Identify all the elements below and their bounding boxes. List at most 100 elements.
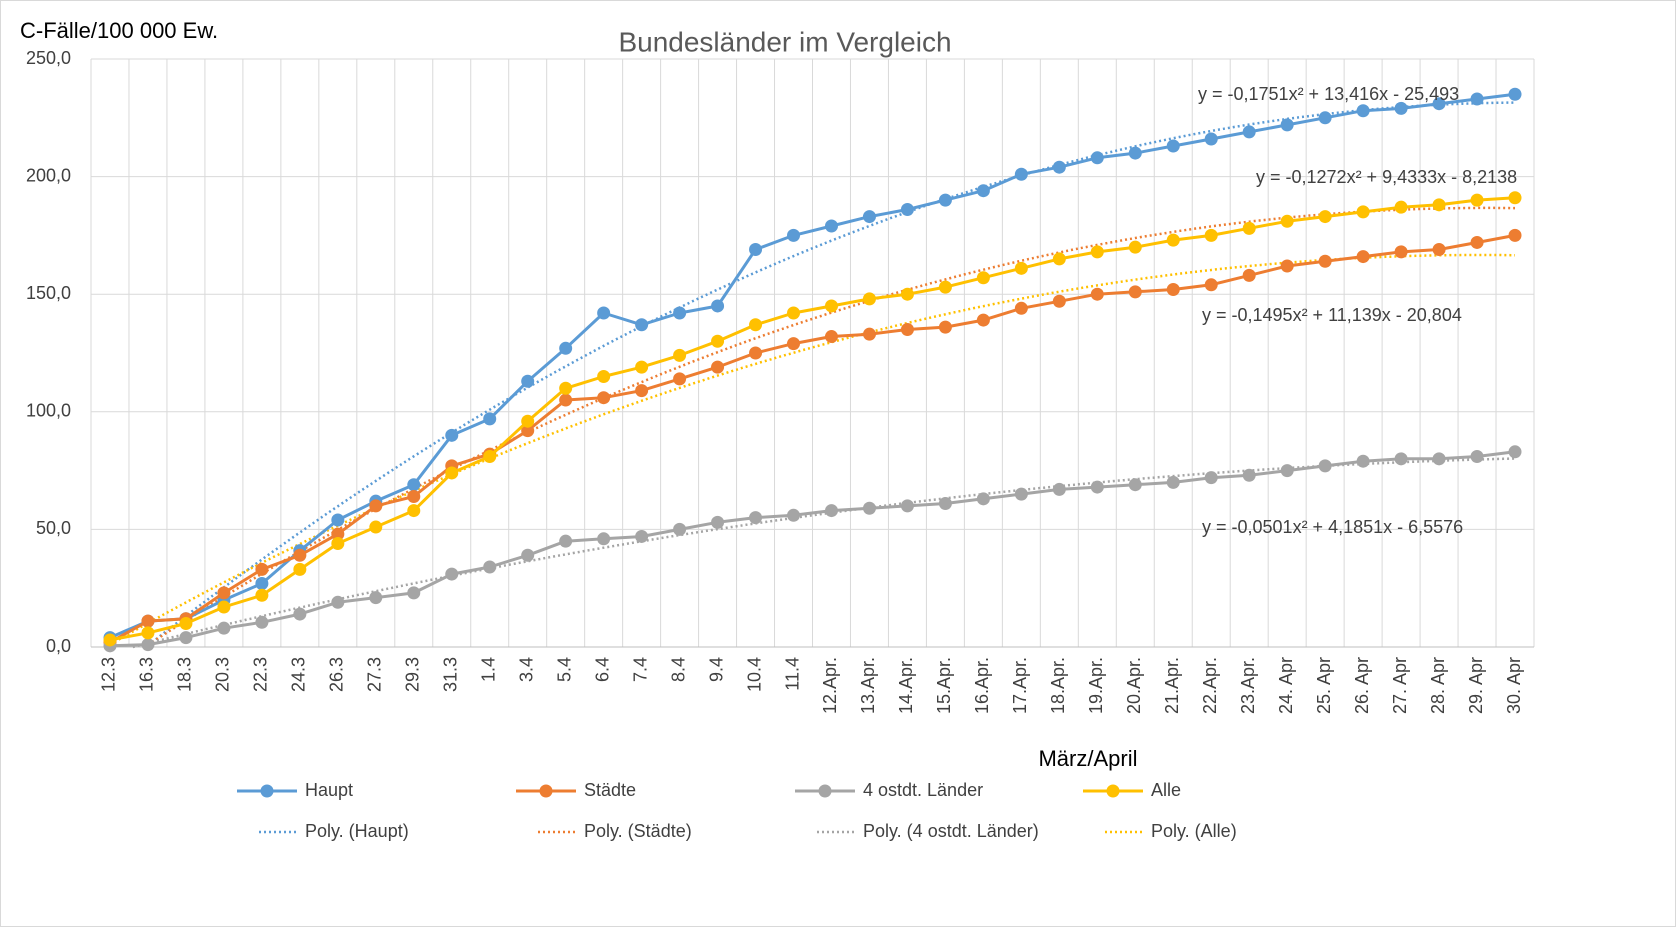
data-point xyxy=(787,228,801,242)
data-point xyxy=(1014,487,1028,501)
data-point xyxy=(1090,480,1104,494)
data-point xyxy=(635,384,649,398)
data-point xyxy=(597,391,611,405)
data-point xyxy=(824,219,838,233)
legend-marker xyxy=(818,784,832,798)
data-point xyxy=(976,313,990,327)
data-point xyxy=(1318,254,1332,268)
data-point xyxy=(369,499,383,513)
data-point xyxy=(483,560,497,574)
data-point xyxy=(787,337,801,351)
data-point xyxy=(673,522,687,536)
data-point xyxy=(1166,475,1180,489)
data-point xyxy=(521,424,535,438)
y-tick-label: 100,0 xyxy=(26,401,71,421)
data-point xyxy=(1432,97,1446,111)
data-point xyxy=(103,633,117,647)
data-point xyxy=(862,327,876,341)
data-point xyxy=(1128,240,1142,254)
data-point xyxy=(1280,259,1294,273)
data-point xyxy=(711,360,725,374)
data-point xyxy=(559,393,573,407)
data-point xyxy=(938,193,952,207)
data-point xyxy=(900,287,914,301)
data-point xyxy=(824,299,838,313)
x-tick-label: 7.4 xyxy=(630,657,650,682)
x-tick-label: 21.Apr. xyxy=(1162,657,1182,714)
legend-label: Poly. (Haupt) xyxy=(305,821,409,841)
data-point xyxy=(749,243,763,257)
trendline-equation: y = -0,1495x² + 11,139x - 20,804 xyxy=(1202,305,1462,325)
legend-marker xyxy=(1106,784,1120,798)
data-point xyxy=(976,184,990,198)
x-tick-label: 19.Apr. xyxy=(1086,657,1106,714)
data-point xyxy=(1356,250,1370,264)
trendline xyxy=(109,253,1515,646)
x-tick-label: 12.Apr. xyxy=(820,657,840,714)
data-point xyxy=(331,513,345,527)
data-point xyxy=(1014,301,1028,315)
data-point xyxy=(1128,146,1142,160)
trendline xyxy=(132,457,1516,649)
data-point xyxy=(1394,101,1408,115)
data-point xyxy=(862,292,876,306)
data-point xyxy=(1052,482,1066,496)
data-point xyxy=(1470,235,1484,249)
data-point xyxy=(976,271,990,285)
data-point xyxy=(1318,210,1332,224)
data-point xyxy=(1508,445,1522,459)
data-point xyxy=(824,504,838,518)
trendline-equation: y = -0,1751x² + 13,416x - 25,493 xyxy=(1198,84,1459,104)
legend-label: Städte xyxy=(584,780,636,800)
x-tick-label: 10.4 xyxy=(744,657,764,692)
data-point xyxy=(141,638,155,652)
data-point xyxy=(938,320,952,334)
data-point xyxy=(559,341,573,355)
y-axis-title: C-Fälle/100 000 Ew. xyxy=(20,18,218,43)
x-tick-label: 24.3 xyxy=(289,657,309,692)
x-tick-label: 18.3 xyxy=(175,657,195,692)
data-point xyxy=(1052,294,1066,308)
data-point xyxy=(1166,139,1180,153)
data-point xyxy=(976,492,990,506)
data-point xyxy=(369,520,383,534)
chart-title: Bundesländer im Vergleich xyxy=(618,26,951,57)
data-point xyxy=(1128,478,1142,492)
data-point xyxy=(673,348,687,362)
data-point xyxy=(407,504,421,518)
legend-marker xyxy=(260,784,274,798)
data-point xyxy=(331,527,345,541)
data-point xyxy=(1166,233,1180,247)
x-tick-label: 24. Apr xyxy=(1276,657,1296,714)
data-point xyxy=(407,489,421,503)
data-point xyxy=(635,318,649,332)
data-point xyxy=(331,537,345,551)
data-point xyxy=(673,306,687,320)
x-tick-label: 28. Apr xyxy=(1428,657,1448,714)
y-tick-label: 0,0 xyxy=(46,636,71,656)
data-point xyxy=(597,370,611,384)
data-point xyxy=(862,501,876,515)
data-point xyxy=(1280,118,1294,132)
x-tick-label: 9.4 xyxy=(706,657,726,682)
y-tick-label: 250,0 xyxy=(26,48,71,68)
x-tick-label: 20.Apr. xyxy=(1124,657,1144,714)
legend-label: Alle xyxy=(1151,780,1181,800)
data-point xyxy=(1014,167,1028,181)
data-point xyxy=(1356,104,1370,118)
data-point xyxy=(141,614,155,628)
data-point xyxy=(445,466,459,480)
legend-label: Poly. (Städte) xyxy=(584,821,692,841)
x-tick-label: 29. Apr xyxy=(1466,657,1486,714)
data-point xyxy=(749,511,763,525)
data-point xyxy=(1242,125,1256,139)
legend-label: Haupt xyxy=(305,780,353,800)
x-tick-label: 29.3 xyxy=(403,657,423,692)
data-point xyxy=(1394,200,1408,214)
data-point xyxy=(559,534,573,548)
data-point xyxy=(141,626,155,640)
data-point xyxy=(483,412,497,426)
x-tick-label: 26.3 xyxy=(327,657,347,692)
